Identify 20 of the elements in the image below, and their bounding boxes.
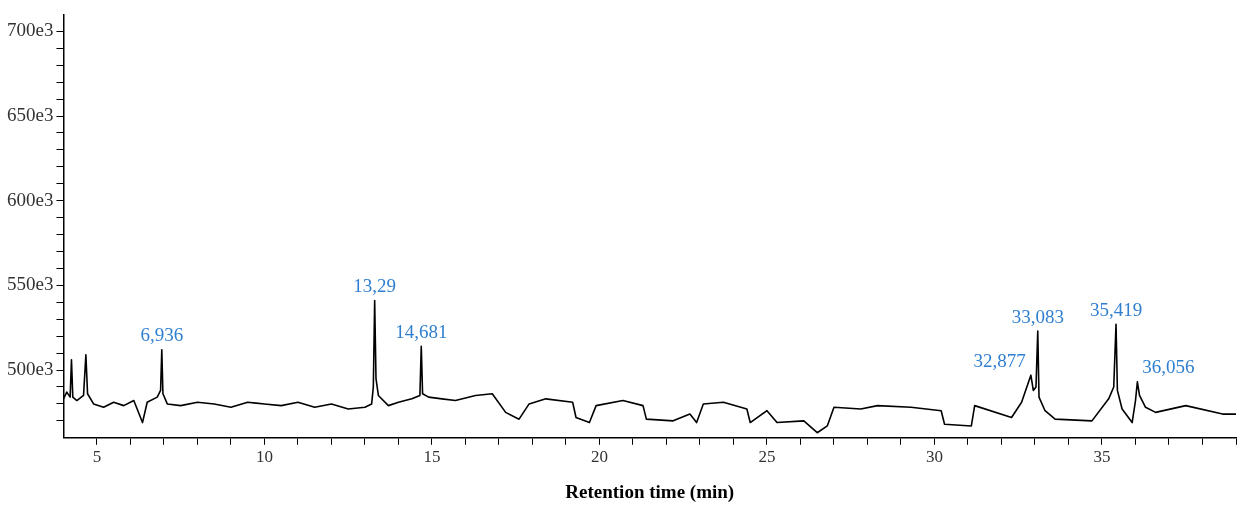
y-tick-label: 600e3 (7, 188, 54, 210)
x-tick-label: 35 (1093, 447, 1111, 467)
y-tick-label: 650e3 (7, 104, 54, 125)
x-tick-label: 5 (92, 447, 102, 467)
y-tick-label: 550e3 (7, 273, 54, 295)
y-tick-label: 700e3 (7, 19, 54, 41)
annotation: 32,877 (973, 349, 1026, 371)
annotation: 6,936 (140, 324, 184, 346)
annotation: 35,419 (1089, 298, 1143, 320)
annotation: 13,29 (353, 275, 397, 297)
annotation: 36,056 (1142, 356, 1195, 378)
x-tick-label: 10 (255, 447, 273, 467)
y-tick-label: 500e3 (7, 358, 54, 380)
x-axis-title: Retention time (min) (565, 480, 735, 503)
x-tick-label: 15 (423, 447, 441, 467)
x-tick-label: 25 (758, 447, 776, 467)
annotation: 33,083 (1011, 305, 1064, 327)
x-tick-label: 30 (925, 447, 943, 467)
annotation: 14,681 (395, 320, 448, 342)
x-tick-label: 20 (590, 447, 608, 467)
